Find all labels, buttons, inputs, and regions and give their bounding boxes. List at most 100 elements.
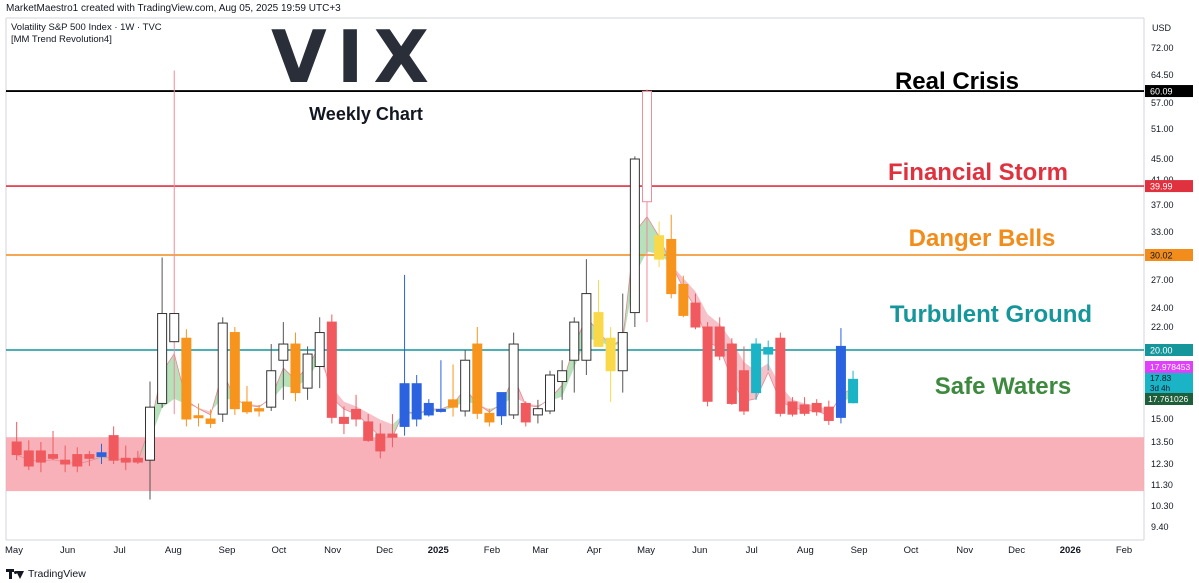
candle-body[interactable] (460, 359, 471, 412)
candle-body[interactable] (375, 433, 386, 452)
x-tick-label: 2026 (1060, 545, 1081, 556)
candle-body[interactable] (35, 450, 46, 463)
candle-body[interactable] (617, 332, 628, 372)
candle-body[interactable] (290, 343, 301, 394)
y-tick-label: 57.00 (1151, 98, 1174, 108)
currency-label: USD (1152, 23, 1172, 33)
candle-body[interactable] (60, 459, 71, 465)
candle-body[interactable] (157, 313, 168, 404)
x-tick-label: Nov (956, 545, 973, 556)
candle-body[interactable] (666, 238, 677, 295)
candle-body[interactable] (72, 454, 83, 467)
candle-body[interactable] (799, 404, 810, 414)
candle-body[interactable] (363, 421, 374, 441)
candle-body[interactable] (654, 235, 665, 260)
candle-body[interactable] (751, 343, 762, 394)
x-tick-label: May (637, 545, 655, 556)
candle-body[interactable] (387, 433, 398, 438)
y-tick-label: 51.00 (1151, 124, 1174, 134)
x-tick-label: May (5, 545, 23, 556)
candle-body[interactable] (48, 454, 59, 459)
candle-body[interactable] (278, 343, 289, 361)
tradingview-brand[interactable]: TradingView (6, 568, 86, 580)
candle-body[interactable] (738, 370, 749, 412)
candle-body[interactable] (217, 322, 228, 415)
candle-body[interactable] (775, 337, 786, 414)
candle-body[interactable] (520, 402, 531, 423)
candle-body[interactable] (423, 402, 434, 416)
candle-body[interactable] (823, 406, 834, 421)
candle-body[interactable] (326, 321, 337, 418)
x-tick-label: Dec (376, 545, 393, 556)
price-badge-label: 17.761026 (1148, 394, 1188, 404)
candle-body[interactable] (11, 441, 22, 456)
candle-body[interactable] (254, 408, 265, 412)
candle-body[interactable] (508, 343, 519, 416)
y-tick-label: 10.30 (1151, 501, 1174, 511)
x-tick-label: Nov (324, 545, 341, 556)
candle-body[interactable] (702, 326, 713, 402)
candle-body[interactable] (726, 343, 737, 404)
candle-body[interactable] (302, 353, 313, 389)
candle-body[interactable] (763, 347, 774, 355)
candle-body[interactable] (193, 415, 204, 419)
chart-subtitle: Weekly Chart (309, 104, 423, 124)
candle-body[interactable] (641, 90, 652, 203)
candle-body[interactable] (484, 412, 495, 423)
candle-body[interactable] (23, 450, 34, 467)
candle-body[interactable] (120, 457, 131, 463)
candle-body[interactable] (678, 283, 689, 316)
price-badge-label: 3d 4h (1150, 384, 1170, 393)
y-tick-label: 37.00 (1151, 200, 1174, 210)
price-badge (1145, 85, 1193, 98)
candle-body[interactable] (411, 383, 422, 420)
candle-body[interactable] (848, 378, 859, 404)
candle-body[interactable] (132, 457, 143, 463)
candle-body[interactable] (96, 452, 107, 457)
candle-body[interactable] (241, 401, 252, 413)
candle-body[interactable] (472, 343, 483, 414)
trend-ribbon-line (198, 408, 211, 416)
y-tick-label: 24.00 (1151, 303, 1174, 313)
trend-ribbon-line (646, 216, 660, 237)
candle-body[interactable] (266, 370, 277, 408)
candle-body[interactable] (629, 158, 640, 314)
x-tick-label: Feb (484, 545, 500, 556)
candle-body[interactable] (569, 321, 580, 361)
candle-body[interactable] (714, 326, 725, 357)
candle-body[interactable] (229, 332, 240, 410)
candle-body[interactable] (605, 337, 616, 372)
candle-body[interactable] (581, 293, 592, 361)
candle-body[interactable] (835, 345, 846, 418)
price-badge (1145, 180, 1193, 193)
candle-body[interactable] (593, 312, 604, 347)
candle-body[interactable] (435, 408, 446, 412)
candle-body[interactable] (169, 313, 180, 343)
y-tick-label: 33.00 (1151, 227, 1174, 237)
candle-body[interactable] (448, 399, 459, 408)
candle-body[interactable] (690, 302, 701, 328)
price-badge-label: 20.00 (1150, 346, 1173, 356)
candle-body[interactable] (84, 454, 95, 459)
candle-body[interactable] (557, 370, 568, 383)
candle-body[interactable] (811, 402, 822, 413)
candle-body[interactable] (399, 383, 410, 427)
candle-body[interactable] (787, 401, 798, 415)
candle-body[interactable] (144, 406, 155, 461)
candle-body[interactable] (181, 337, 192, 420)
tradingview-logo-icon (6, 569, 24, 579)
candle-body[interactable] (351, 408, 362, 420)
candle-body[interactable] (545, 374, 556, 412)
candle-body[interactable] (314, 332, 325, 368)
candle-body[interactable] (496, 392, 507, 417)
candle-body[interactable] (338, 416, 349, 424)
candle-body[interactable] (108, 435, 119, 461)
price-badge-label: 17.978453 (1150, 362, 1190, 372)
x-tick-label: Sep (851, 545, 868, 556)
candle-body[interactable] (205, 418, 216, 424)
y-tick-label: 45.00 (1151, 154, 1174, 164)
x-tick-label: Aug (797, 545, 814, 556)
candle-body[interactable] (532, 408, 543, 416)
y-tick-label: 12.30 (1151, 459, 1174, 469)
